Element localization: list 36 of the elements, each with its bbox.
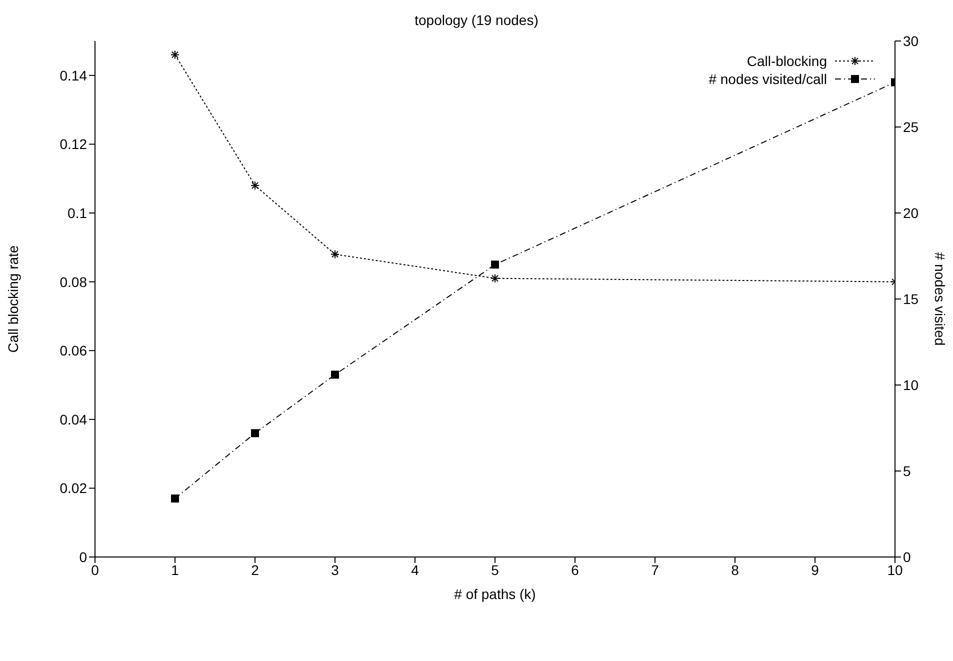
x-tick-label: 2 bbox=[251, 562, 260, 578]
y2-tick-label: 5 bbox=[903, 462, 911, 479]
y2-tick-label: 20 bbox=[903, 204, 919, 221]
y-tick-label: 0.02 bbox=[60, 480, 88, 496]
point bbox=[171, 494, 179, 503]
y-tick-label: 0.06 bbox=[60, 342, 88, 359]
x-tick-label: 4 bbox=[411, 562, 420, 578]
y2-tick-label: 25 bbox=[903, 118, 919, 135]
point bbox=[331, 370, 339, 379]
y2-axis-title: # nodes visited bbox=[932, 252, 948, 346]
y2-tick-label: 30 bbox=[903, 32, 919, 49]
y-tick-label: 0.08 bbox=[60, 274, 88, 290]
chart-title: topology (19 nodes) bbox=[414, 12, 540, 28]
x-tick-label: 3 bbox=[331, 562, 340, 578]
y-tick-label: 0 bbox=[79, 548, 88, 565]
x-tick-label: 6 bbox=[571, 562, 580, 578]
x-tick-label: 10 bbox=[887, 562, 903, 578]
point bbox=[251, 429, 259, 438]
x-tick-label: 7 bbox=[651, 562, 660, 578]
legend-label: # nodes visited/call bbox=[708, 71, 827, 87]
x-tick-label: 5 bbox=[491, 562, 500, 578]
x-tick-label: 1 bbox=[171, 562, 180, 578]
point bbox=[491, 260, 499, 269]
y-tick-label: 0.14 bbox=[60, 67, 88, 84]
legend-label: Call-blocking bbox=[746, 53, 827, 69]
y-tick-label: 0.1 bbox=[68, 204, 88, 221]
y2-tick-label: 15 bbox=[903, 290, 919, 307]
x-tick-label: 9 bbox=[811, 562, 820, 578]
y-tick-label: 0.12 bbox=[60, 136, 88, 152]
x-tick-label: 0 bbox=[91, 562, 100, 578]
y-axis-title: Call blocking rate bbox=[4, 245, 21, 353]
x-tick-label: 8 bbox=[731, 562, 740, 578]
y-tick-label: 0.04 bbox=[60, 411, 88, 428]
y2-tick-label: 10 bbox=[903, 376, 919, 393]
y2-tick-label: 0 bbox=[903, 548, 911, 565]
x-axis-title: # of paths (k) bbox=[454, 586, 536, 602]
